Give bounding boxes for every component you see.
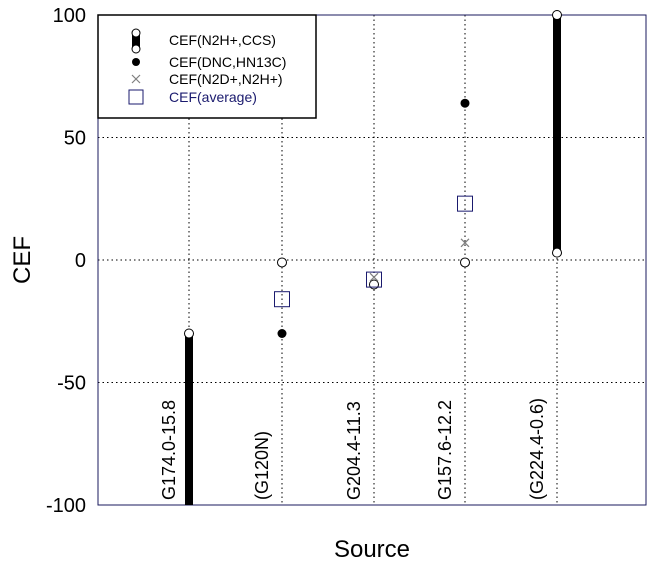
cross-marker	[369, 272, 379, 282]
y-tick-label: 100	[53, 5, 86, 27]
category-label: G204.4-11.3	[344, 401, 364, 500]
legend-item: CEF(DNC,HN13C)	[132, 54, 286, 70]
y-tick-label: -50	[57, 373, 86, 395]
category-label: (G120N)	[252, 431, 272, 500]
open-square-marker	[366, 271, 382, 288]
legend-label: CEF(average)	[169, 89, 257, 105]
cross-marker	[460, 238, 470, 248]
range-endpoint-icon	[131, 28, 141, 38]
category-labels: G174.0-15.8 (G120N) G204.4-11.3 G157.6-12.2…	[159, 398, 547, 500]
range-endpoint	[460, 257, 470, 268]
category-label: (G224.4-0.6)	[527, 398, 547, 500]
y-tick-label: 50	[64, 128, 86, 150]
legend-item: CEF(N2H+,CCS)	[131, 28, 276, 54]
open-square-icon	[128, 89, 144, 105]
cross-stroke	[369, 272, 379, 282]
filled-circle-marker	[460, 98, 470, 108]
legend-item: CEF(N2D+,N2H+)	[131, 71, 283, 87]
range-endpoint-icon	[131, 44, 141, 54]
category-label: G174.0-15.8	[159, 400, 179, 500]
cross-icon	[131, 74, 141, 84]
open-square-marker	[274, 291, 290, 308]
y-axis-label: CEF	[9, 236, 36, 284]
range-endpoint	[552, 10, 562, 20]
open-square-marker	[457, 195, 473, 212]
legend-label: CEF(N2H+,CCS)	[169, 32, 276, 48]
y-tick-label: -100	[46, 495, 86, 517]
range-endpoint	[552, 247, 562, 258]
x-axis-label: Source	[334, 536, 410, 563]
legend-item: CEF(average)	[128, 89, 257, 105]
plot-frame	[97, 14, 647, 506]
legend: CEF(N2H+,CCS) CEF(DNC,HN13C)CEF(N2D+,N2H+…	[97, 14, 317, 119]
y-tick-label: 0	[75, 250, 86, 272]
data-marks	[184, 10, 562, 505]
range-endpoint	[184, 328, 194, 339]
category-label: G157.6-12.2	[435, 400, 455, 500]
cross-stroke	[460, 238, 470, 248]
filled-circle-marker	[277, 329, 287, 338]
legend-label: CEF(DNC,HN13C)	[169, 54, 286, 70]
filled-circle-icon	[132, 58, 140, 66]
y-axis-ticks: 100 50 0 -50 -100	[46, 5, 86, 517]
range-endpoint	[369, 279, 379, 290]
range-endpoint	[277, 257, 287, 268]
legend-label: CEF(N2D+,N2H+)	[169, 71, 283, 87]
